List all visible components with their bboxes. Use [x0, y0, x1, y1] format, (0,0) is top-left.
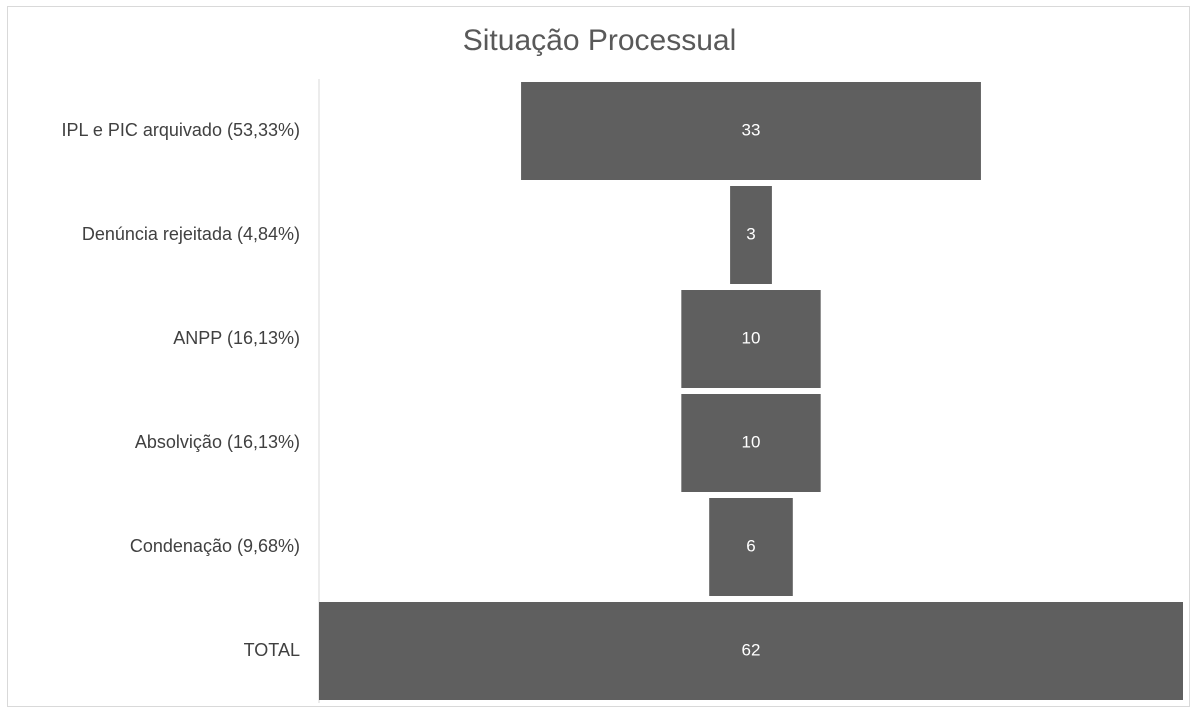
data-label: 6	[746, 536, 755, 555]
category-label: ANPP (16,13%)	[173, 328, 300, 348]
funnel-bar	[521, 82, 981, 180]
category-label: Condenação (9,68%)	[130, 536, 300, 556]
category-label: TOTAL	[244, 640, 300, 660]
category-label: IPL e PIC arquivado (53,33%)	[62, 120, 300, 140]
funnel-bar	[709, 498, 793, 596]
funnel-bar	[681, 394, 821, 492]
data-label: 10	[742, 328, 761, 347]
funnel-bar	[681, 290, 821, 388]
category-label: Denúncia rejeitada (4,84%)	[82, 224, 300, 244]
data-label: 33	[742, 120, 761, 139]
funnel-bar	[730, 186, 772, 284]
data-label: 10	[742, 432, 761, 451]
category-label: Absolvição (16,13%)	[135, 432, 300, 452]
chart-title: Situação Processual	[462, 24, 737, 57]
data-label: 3	[746, 224, 755, 243]
funnel-bar	[319, 602, 1183, 700]
data-label: 62	[742, 640, 761, 659]
